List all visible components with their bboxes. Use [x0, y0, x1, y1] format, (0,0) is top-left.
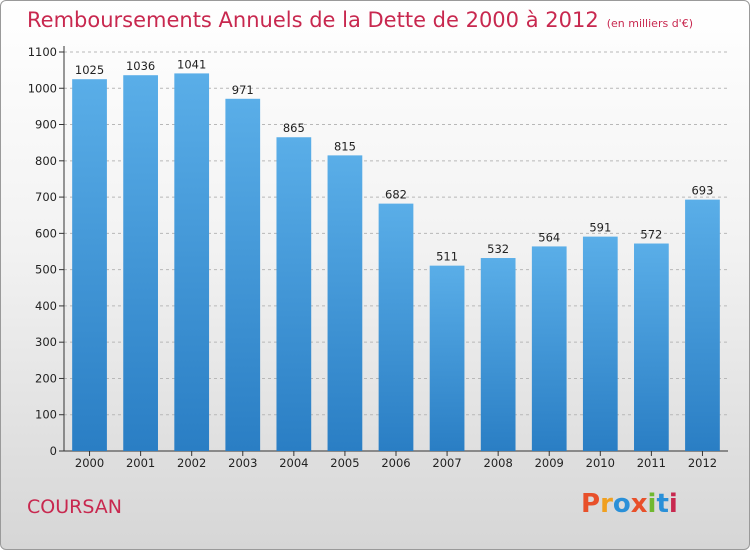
- bar-2002: [174, 73, 210, 451]
- y-tick-label: 600: [35, 226, 57, 240]
- x-tick-label-2008: 2008: [484, 456, 513, 470]
- y-tick-label: 800: [35, 154, 57, 168]
- value-label-2011: 572: [640, 228, 662, 242]
- logo-letter: r: [600, 489, 613, 519]
- bar-2003: [225, 98, 261, 452]
- value-label-2012: 693: [691, 184, 713, 198]
- x-tick-label-2001: 2001: [126, 456, 155, 470]
- y-tick-label: 900: [35, 118, 57, 132]
- x-tick-label-2005: 2005: [330, 456, 359, 470]
- x-tick-label-2002: 2002: [177, 456, 206, 470]
- value-label-2008: 532: [487, 242, 509, 256]
- y-tick-label: 700: [35, 190, 57, 204]
- x-tick-label-2000: 2000: [75, 456, 104, 470]
- x-tick-label-2011: 2011: [637, 456, 666, 470]
- value-label-2000: 1025: [75, 63, 104, 77]
- y-tick-label: 400: [35, 299, 57, 313]
- x-tick-label-2010: 2010: [586, 456, 615, 470]
- bar-2005: [327, 155, 363, 452]
- logo-letter: i: [668, 489, 678, 519]
- bars: [72, 73, 720, 452]
- chart-title-main: Remboursements Annuels de la Dette de 20…: [27, 8, 599, 32]
- x-tick-label-2012: 2012: [688, 456, 717, 470]
- logo-letter: t: [656, 489, 669, 519]
- value-label-2006: 682: [385, 188, 407, 202]
- bar-2001: [123, 75, 158, 452]
- value-label-2005: 815: [334, 139, 356, 153]
- bar-2007: [429, 265, 465, 451]
- y-tick-label: 300: [35, 335, 57, 349]
- y-tick-label: 200: [35, 371, 57, 385]
- x-tick-label-2004: 2004: [279, 456, 308, 470]
- y-tick-label: 1100: [28, 45, 57, 59]
- value-label-2010: 591: [589, 221, 611, 235]
- logo-letter: x: [630, 489, 648, 519]
- value-label-2001: 1036: [126, 59, 155, 73]
- bar-2010: [582, 236, 618, 451]
- y-tick-label: 500: [35, 263, 57, 277]
- logo-letter: o: [612, 489, 631, 519]
- bar-2004: [276, 137, 312, 451]
- x-tick-label-2003: 2003: [228, 456, 257, 470]
- x-tick-label-2007: 2007: [432, 456, 461, 470]
- chart-title-unit: (en milliers d'€): [606, 17, 693, 30]
- bar-2006: [378, 203, 414, 451]
- y-tick-label: 1000: [28, 81, 57, 95]
- x-tick-label-2006: 2006: [381, 456, 410, 470]
- value-label-2007: 511: [436, 250, 458, 264]
- labels: 0 100 200 300 400 500 600 700 800 900 1000 1100 1025…: [28, 45, 717, 470]
- commune-name: COURSAN: [27, 496, 122, 518]
- value-label-2004: 865: [283, 121, 305, 135]
- value-label-2003: 971: [232, 83, 254, 97]
- bar-2000: [72, 79, 107, 452]
- proxiti-logo: Proxiti: [581, 489, 678, 519]
- bar-2012: [685, 199, 720, 451]
- bar-2009: [531, 246, 567, 451]
- logo-letter: i: [647, 489, 657, 519]
- logo-letter: P: [581, 489, 601, 519]
- bar-2011: [634, 243, 669, 451]
- y-tick-label: 100: [35, 408, 57, 422]
- y-tick-label: 0: [50, 444, 57, 458]
- bar-2008: [480, 258, 516, 451]
- x-tick-label-2009: 2009: [535, 456, 564, 470]
- chart-title: Remboursements Annuels de la Dette de 20…: [27, 8, 693, 32]
- value-label-2002: 1041: [177, 57, 206, 71]
- value-label-2009: 564: [538, 230, 560, 244]
